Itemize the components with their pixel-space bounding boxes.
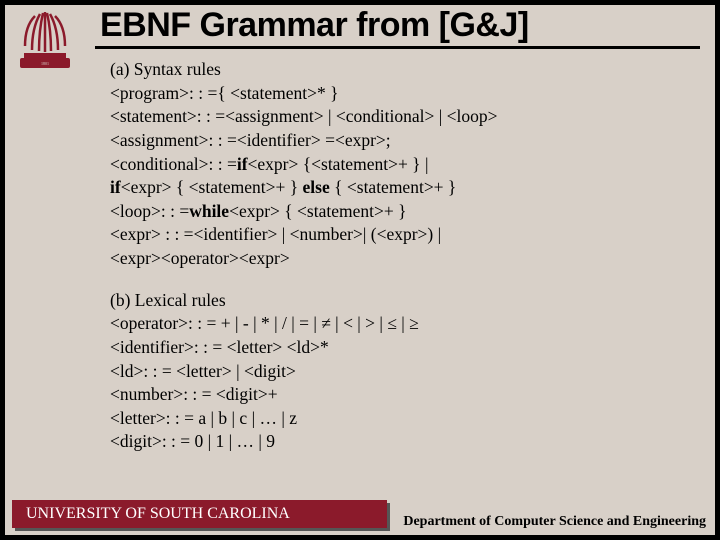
lexical-line: <ld>: : = <letter> | <digit> (110, 360, 690, 384)
syntax-line: <expr><operator><expr> (110, 247, 690, 271)
footer-university: UNIVERSITY OF SOUTH CAROLINA (12, 500, 387, 528)
syntax-line: <conditional>: : =if<expr> {<statement>+… (110, 153, 690, 177)
section-b: (b) Lexical rules <operator>: : = + | - … (110, 289, 690, 454)
syntax-line: <program>: : ={ <statement>* } (110, 82, 690, 106)
syntax-line: <expr> : : =<identifier> | <number>| (<e… (110, 223, 690, 247)
syntax-line: <statement>: : =<assignment> | <conditio… (110, 105, 690, 129)
svg-text:1801: 1801 (41, 61, 49, 66)
section-b-heading: (b) Lexical rules (110, 289, 690, 313)
footer-department: Department of Computer Science and Engin… (403, 514, 706, 530)
lexical-line: <letter>: : = a | b | c | … | z (110, 407, 690, 431)
lexical-line: <operator>: : = + | - | * | / | = | ≠ | … (110, 312, 690, 336)
syntax-line: <assignment>: : =<identifier> =<expr>; (110, 129, 690, 153)
lexical-line: <number>: : = <digit>+ (110, 383, 690, 407)
title-underline (95, 46, 700, 49)
slide-title: EBNF Grammar from [G&J] (100, 6, 700, 45)
university-logo: 1801 (10, 6, 80, 76)
lexical-line: <digit>: : = 0 | 1 | … | 9 (110, 430, 690, 454)
footer: UNIVERSITY OF SOUTH CAROLINA Department … (8, 502, 712, 532)
section-a-heading: (a) Syntax rules (110, 58, 690, 82)
lexical-line: <identifier>: : = <letter> <ld>* (110, 336, 690, 360)
section-a: (a) Syntax rules <program>: : ={ <statem… (110, 58, 690, 271)
syntax-line: <loop>: : =while<expr> { <statement>+ } (110, 200, 690, 224)
syntax-line: if<expr> { <statement>+ } else { <statem… (110, 176, 690, 200)
slide-body: (a) Syntax rules <program>: : ={ <statem… (110, 58, 690, 454)
